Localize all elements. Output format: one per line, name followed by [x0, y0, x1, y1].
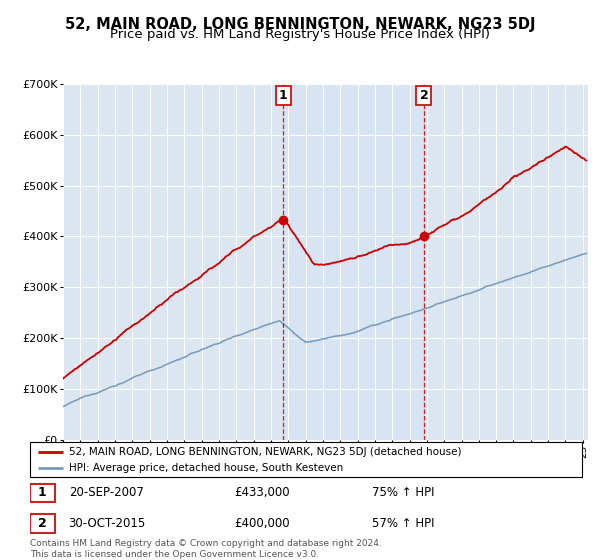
- Text: 75% ↑ HPI: 75% ↑ HPI: [372, 487, 435, 500]
- Text: 52, MAIN ROAD, LONG BENNINGTON, NEWARK, NG23 5DJ (detached house): 52, MAIN ROAD, LONG BENNINGTON, NEWARK, …: [68, 447, 461, 457]
- Text: 57% ↑ HPI: 57% ↑ HPI: [372, 517, 435, 530]
- Bar: [283, 84, 424, 440]
- FancyBboxPatch shape: [30, 483, 55, 502]
- Text: 1: 1: [38, 487, 47, 500]
- Text: HPI: Average price, detached house, South Kesteven: HPI: Average price, detached house, Sout…: [68, 464, 343, 473]
- FancyBboxPatch shape: [30, 442, 582, 477]
- Text: 20-SEP-2007: 20-SEP-2007: [68, 487, 143, 500]
- Text: 1: 1: [279, 90, 288, 102]
- Text: Price paid vs. HM Land Registry's House Price Index (HPI): Price paid vs. HM Land Registry's House …: [110, 28, 490, 41]
- Text: 2: 2: [38, 517, 47, 530]
- Text: Contains HM Land Registry data © Crown copyright and database right 2024.
This d: Contains HM Land Registry data © Crown c…: [30, 539, 382, 559]
- Text: £433,000: £433,000: [234, 487, 290, 500]
- Text: £400,000: £400,000: [234, 517, 290, 530]
- Text: 52, MAIN ROAD, LONG BENNINGTON, NEWARK, NG23 5DJ: 52, MAIN ROAD, LONG BENNINGTON, NEWARK, …: [65, 17, 535, 32]
- Text: 2: 2: [419, 90, 428, 102]
- Text: 30-OCT-2015: 30-OCT-2015: [68, 517, 146, 530]
- FancyBboxPatch shape: [30, 514, 55, 533]
